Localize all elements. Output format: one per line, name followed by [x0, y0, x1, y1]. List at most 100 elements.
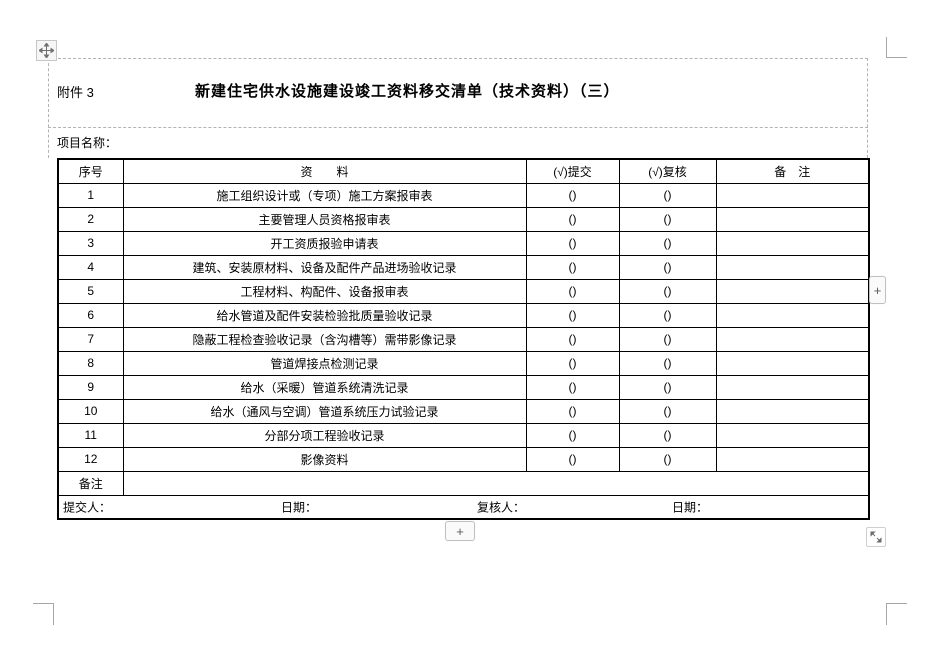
cell-submit[interactable]: ()	[525, 446, 620, 472]
cell-review[interactable]: ()	[618, 422, 717, 448]
cell-review[interactable]: ()	[618, 302, 717, 328]
cell-review[interactable]: ()	[618, 278, 717, 304]
move-arrows-icon	[39, 43, 54, 58]
cell-material[interactable]: 分部分项工程验收记录	[122, 422, 527, 448]
cell-submit[interactable]: ()	[525, 302, 620, 328]
note-label[interactable]: 备注	[57, 470, 124, 496]
cell-no[interactable]: 6	[57, 302, 124, 328]
cell-review[interactable]: ()	[618, 350, 717, 376]
cell-no[interactable]: 8	[57, 350, 124, 376]
header-no[interactable]: 序号	[57, 158, 124, 184]
cell-review[interactable]: ()	[618, 254, 717, 280]
text-boundary-right	[867, 58, 868, 158]
cell-material[interactable]: 管道焊接点检测记录	[122, 350, 527, 376]
table-move-handle[interactable]	[36, 40, 57, 61]
cell-remark[interactable]	[715, 278, 870, 304]
project-name-label[interactable]: 项目名称：	[57, 136, 118, 150]
table-row: 12 影像资料 () ()	[57, 446, 870, 472]
cell-no[interactable]: 10	[57, 398, 124, 424]
cell-material[interactable]: 主要管理人员资格报审表	[122, 206, 527, 232]
reviewer-label[interactable]: 复核人：	[477, 500, 526, 515]
cell-no[interactable]: 7	[57, 326, 124, 352]
table-row: 5 工程材料、构配件、设备报审表 () ()	[57, 278, 870, 304]
cell-remark[interactable]	[715, 422, 870, 448]
table-row: 2 主要管理人员资格报审表 () ()	[57, 206, 870, 232]
crop-mark-top-right-v	[886, 37, 887, 58]
cell-submit[interactable]: ()	[525, 254, 620, 280]
text-boundary-left	[48, 58, 49, 158]
cell-material[interactable]: 施工组织设计或（专项）施工方案报审表	[122, 182, 527, 208]
review-date-label[interactable]: 日期：	[672, 500, 709, 515]
table-row: 9 给水（采暖）管道系统清洗记录 () ()	[57, 374, 870, 400]
cell-remark[interactable]	[715, 182, 870, 208]
resize-diagonal-icon	[870, 531, 882, 543]
table-row: 11 分部分项工程验收记录 () ()	[57, 422, 870, 448]
cell-material[interactable]: 开工资质报验申请表	[122, 230, 527, 256]
cell-no[interactable]: 2	[57, 206, 124, 232]
submitter-label[interactable]: 提交人：	[63, 500, 112, 515]
header-submit[interactable]: (√)提交	[525, 158, 620, 184]
cell-submit[interactable]: ()	[525, 374, 620, 400]
document-title[interactable]: 新建住宅供水设施建设竣工资料移交清单（技术资料）（三）	[195, 83, 620, 100]
crop-mark-bottom-left-h	[33, 603, 54, 604]
table-row: 4 建筑、安装原材料、设备及配件产品进场验收记录 () ()	[57, 254, 870, 280]
cell-material[interactable]: 给水（采暖）管道系统清洗记录	[122, 374, 527, 400]
header-review[interactable]: (√)复核	[618, 158, 717, 184]
cell-review[interactable]: ()	[618, 374, 717, 400]
insert-row-button[interactable]: +	[869, 276, 886, 304]
table-row: 10 给水（通风与空调）管道系统压力试验记录 () ()	[57, 398, 870, 424]
table-row: 3 开工资质报验申请表 () ()	[57, 230, 870, 256]
cell-no[interactable]: 4	[57, 254, 124, 280]
table-row: 1 施工组织设计或（专项）施工方案报审表 () ()	[57, 182, 870, 208]
cell-no[interactable]: 12	[57, 446, 124, 472]
cell-submit[interactable]: ()	[525, 350, 620, 376]
cell-no[interactable]: 1	[57, 182, 124, 208]
cell-material[interactable]: 给水（通风与空调）管道系统压力试验记录	[122, 398, 527, 424]
cell-review[interactable]: ()	[618, 446, 717, 472]
crop-mark-bottom-left-v	[53, 603, 54, 625]
cell-review[interactable]: ()	[618, 326, 717, 352]
cell-submit[interactable]: ()	[525, 326, 620, 352]
cell-submit[interactable]: ()	[525, 230, 620, 256]
cell-no[interactable]: 5	[57, 278, 124, 304]
header-remark[interactable]: 备 注	[715, 158, 870, 184]
cell-remark[interactable]	[715, 398, 870, 424]
cell-remark[interactable]	[715, 254, 870, 280]
cell-no[interactable]: 3	[57, 230, 124, 256]
cell-submit[interactable]: ()	[525, 422, 620, 448]
text-boundary-top	[48, 58, 868, 59]
cell-submit[interactable]: ()	[525, 398, 620, 424]
cell-no[interactable]: 9	[57, 374, 124, 400]
cell-review[interactable]: ()	[618, 230, 717, 256]
cell-remark[interactable]	[715, 206, 870, 232]
cell-review[interactable]: ()	[618, 182, 717, 208]
header-material[interactable]: 资 料	[122, 158, 527, 184]
cell-remark[interactable]	[715, 446, 870, 472]
cell-submit[interactable]: ()	[525, 206, 620, 232]
cell-no[interactable]: 11	[57, 422, 124, 448]
note-row: 备注	[57, 470, 870, 496]
insert-row-below-button[interactable]: +	[445, 521, 475, 541]
cell-material[interactable]: 隐蔽工程检查验收记录（含沟槽等）需带影像记录	[122, 326, 527, 352]
checklist-table: 序号 资 料 (√)提交 (√)复核 备 注 1 施工组织设计或（专项）施工方案…	[57, 158, 870, 520]
cell-remark[interactable]	[715, 350, 870, 376]
cell-review[interactable]: ()	[618, 206, 717, 232]
cell-material[interactable]: 工程材料、构配件、设备报审表	[122, 278, 527, 304]
cell-submit[interactable]: ()	[525, 278, 620, 304]
cell-remark[interactable]	[715, 302, 870, 328]
submit-date-label[interactable]: 日期：	[281, 500, 318, 515]
cell-submit[interactable]: ()	[525, 182, 620, 208]
cell-remark[interactable]	[715, 374, 870, 400]
cell-material[interactable]: 建筑、安装原材料、设备及配件产品进场验收记录	[122, 254, 527, 280]
signature-cell[interactable]: 提交人： 日期： 复核人： 日期：	[57, 494, 870, 520]
cell-review[interactable]: ()	[618, 398, 717, 424]
crop-mark-bottom-right-h	[886, 603, 907, 604]
table-resize-handle[interactable]	[866, 527, 886, 547]
cell-material[interactable]: 给水管道及配件安装检验批质量验收记录	[122, 302, 527, 328]
cell-material[interactable]: 影像资料	[122, 446, 527, 472]
note-value[interactable]	[122, 470, 870, 496]
crop-mark-top-right-h	[886, 57, 907, 58]
attachment-label[interactable]: 附件 3	[57, 85, 94, 100]
cell-remark[interactable]	[715, 326, 870, 352]
cell-remark[interactable]	[715, 230, 870, 256]
